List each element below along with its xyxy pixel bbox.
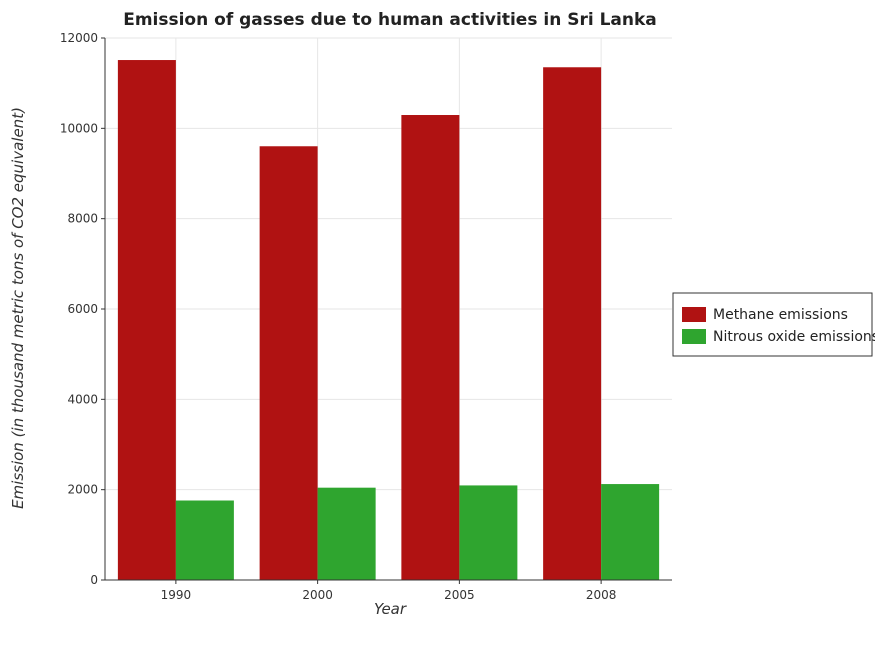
- y-tick-label: 4000: [67, 392, 98, 406]
- bar-nitrous-oxide-emissions-1990: [175, 500, 234, 580]
- legend-box: [672, 292, 873, 357]
- y-tick-label: 2000: [67, 483, 98, 497]
- y-tick-label: 12000: [60, 31, 98, 45]
- bar-nitrous-oxide-emissions-2000: [317, 487, 376, 580]
- bar-nitrous-oxide-emissions-2005: [459, 485, 518, 580]
- legend-swatch: [682, 307, 706, 322]
- legend-label: Methane emissions: [713, 307, 848, 323]
- y-tick-label: 10000: [60, 121, 98, 135]
- bar-methane-emissions-2005: [401, 115, 460, 581]
- bar-methane-emissions-2000: [259, 146, 318, 580]
- y-tick-label: 6000: [67, 302, 98, 316]
- chart-title: Emission of gasses due to human activiti…: [123, 10, 657, 30]
- x-tick-label: 1990: [161, 588, 192, 602]
- legend: Methane emissions Nitrous oxide emissions: [672, 292, 875, 357]
- legend-label: Nitrous oxide emissions: [713, 329, 875, 345]
- bar-nitrous-oxide-emissions-2008: [601, 484, 660, 580]
- x-tick-label: 2005: [444, 588, 475, 602]
- bar-methane-emissions-2008: [543, 67, 602, 580]
- axes: 0 2000 4000 6000 8000 10000 12000 1990 2000 2005 2…: [60, 31, 672, 602]
- bars: [117, 60, 660, 581]
- y-axis-label: Emission (in thousand metric tons of CO2…: [9, 107, 27, 509]
- y-tick-label: 8000: [67, 212, 98, 226]
- bar-methane-emissions-1990: [117, 60, 176, 581]
- y-tick-label: 0: [90, 573, 98, 587]
- legend-swatch: [682, 329, 706, 344]
- x-axis-label: Year: [374, 600, 407, 618]
- x-tick-label: 2008: [586, 588, 617, 602]
- x-tick-label: 2000: [302, 588, 333, 602]
